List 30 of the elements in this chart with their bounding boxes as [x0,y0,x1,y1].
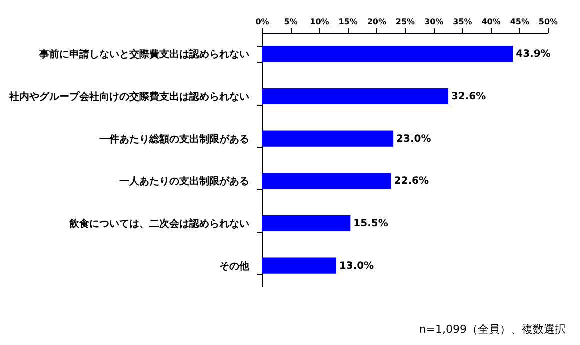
x-tick-label: 45% [510,18,530,26]
y-tick-label: 社内やグループ会社向けの交際費支出は認められない [8,91,250,103]
x-tick-label: 0% [256,18,270,26]
y-tick-label: 一人あたりの支出制限がある [120,176,250,188]
x-tick-label: 5% [284,18,298,26]
bar [262,46,514,62]
y-tick-label: 飲食については、二次会は認められない [68,218,250,230]
x-tick-label: 35% [453,18,472,26]
x-tick-label: 40% [482,18,501,26]
y-tick-label: 事前に申請しないと交際費支出は認められない [38,48,250,61]
data-label: 23.0% [396,134,432,145]
bar [262,215,351,232]
text: n=1,099（全員）、複数選択 [419,322,566,337]
x-tick-label: 15% [338,18,358,26]
bar [262,130,394,147]
x-tick-label: 50% [538,18,558,26]
data-label: 13.0% [339,260,374,272]
data-label: 32.6% [451,92,486,102]
data-label: 15.5% [354,218,388,230]
bar [262,258,336,274]
data-label: 22.6% [394,176,429,188]
x-tick-label: 30% [424,18,444,26]
bar [262,173,392,190]
bar [262,88,448,105]
x-tick-label: 10% [310,18,330,26]
data-label: 43.9% [516,49,551,60]
x-tick-label: 20% [367,18,386,26]
y-tick-label: その他 [220,260,250,272]
x-tick-label: 25% [396,18,416,26]
y-tick-label: 一件あたり総額の支出制限がある [100,133,250,146]
